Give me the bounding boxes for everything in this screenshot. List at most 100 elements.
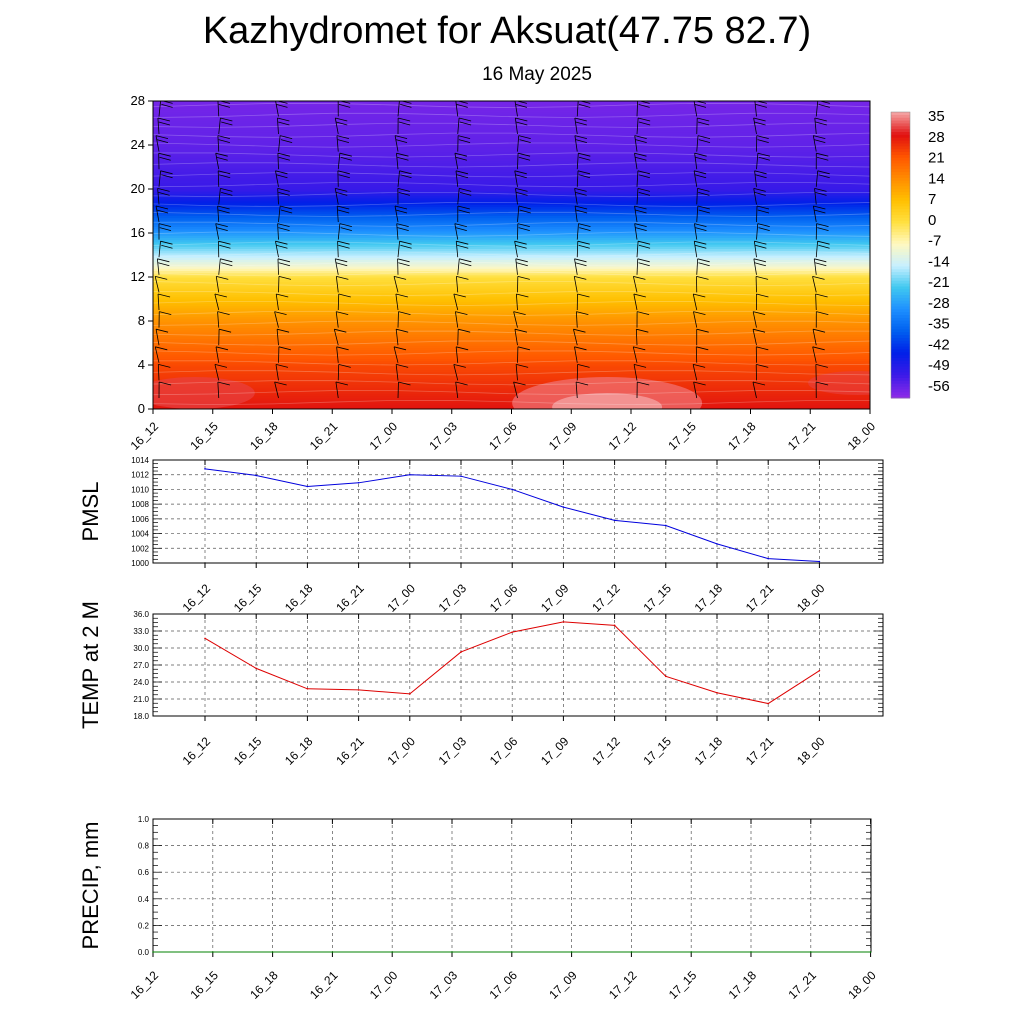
wind-barb-flag: [400, 244, 412, 249]
wind-barb-flag: [515, 188, 528, 192]
x-tick-label: 16_12: [128, 968, 162, 1002]
y-tick-label: 0.4: [138, 895, 150, 904]
wind-barb-staff: [636, 188, 639, 205]
colorbar-segment: [891, 249, 910, 253]
heatmap-fill: [153, 101, 870, 409]
colorbar-segment: [891, 292, 910, 296]
heatmap-band: [153, 259, 870, 263]
wind-barb-flag: [817, 240, 830, 245]
wind-barb-flag: [400, 101, 412, 104]
heatmap-band: [153, 263, 870, 267]
heatmap-band: [153, 193, 870, 197]
heatmap-band: [153, 189, 870, 192]
colorbar-label: -49: [928, 357, 950, 374]
wind-barb-flag: [516, 293, 529, 298]
contour-line: [153, 182, 870, 188]
wind-barb-flag: [399, 240, 412, 245]
contour-line: [153, 192, 870, 198]
wind-barb-flag: [637, 258, 650, 263]
wind-barb-flag: [455, 381, 468, 386]
wind-barb-staff: [574, 258, 578, 275]
wind-barb-flag: [340, 156, 352, 161]
wind-barb-staff: [636, 117, 639, 135]
wind-barb-flag: [396, 364, 409, 368]
heatmap-band: [153, 116, 870, 120]
colorbar-label: -35: [928, 316, 950, 333]
wind-barb-flag: [815, 364, 828, 368]
wind-barb-flag: [220, 117, 233, 122]
data-point: [357, 689, 360, 691]
data-point: [460, 651, 462, 653]
colorbar-segment: [891, 212, 910, 216]
wind-barb-staff: [812, 205, 817, 223]
temperature-colorbar: 35 28 21 14 7 0 -7 -14 -21 -28 -35 -42 -49 -56: [890, 108, 950, 399]
heatmap-band: [153, 184, 870, 188]
colorbar-segment: [891, 260, 910, 265]
x-tick-label: 16_21: [307, 419, 341, 453]
colorbar-segment: [891, 180, 910, 184]
x-tick-label: 17_09: [546, 968, 580, 1002]
x-tick-label: 16_15: [231, 581, 265, 615]
heatmap-band: [153, 208, 870, 212]
colorbar-segment: [891, 295, 910, 299]
x-tick-label: 17_03: [426, 419, 460, 453]
wind-barb-flag: [221, 262, 233, 267]
wind-barb-flag: [877, 175, 888, 178]
wind-barb-flag: [335, 381, 349, 386]
wind-barb-flag: [634, 135, 647, 139]
wind-barb-staff: [155, 205, 160, 223]
data-point: [562, 506, 565, 508]
wind-barb-staff: [397, 170, 400, 187]
wind-barb-staff: [514, 241, 518, 258]
wind-barb-flag: [159, 311, 172, 315]
heatmap-band: [153, 195, 870, 199]
x-tick-label: 17_03: [436, 734, 470, 768]
data-point: [613, 624, 616, 627]
wind-barb-staff: [813, 258, 817, 275]
heatmap-band: [153, 395, 870, 399]
x-tick-label: 17_18: [725, 419, 759, 453]
wind-barb-flag: [876, 171, 888, 174]
data-point: [570, 951, 573, 953]
heatmap-band: [153, 305, 870, 309]
wind-barb-flag: [280, 135, 293, 139]
heatmap-band: [153, 274, 870, 278]
colorbar-segment: [891, 337, 910, 342]
wind-barb-staff: [752, 381, 757, 399]
heatmap-band: [153, 272, 870, 276]
heatmap-band: [153, 167, 870, 170]
contour-line: [153, 251, 870, 257]
wind-barb-staff: [752, 311, 757, 328]
wind-barb-flag: [158, 121, 171, 126]
wind-barb-flag: [877, 259, 889, 262]
wind-barb-staff: [574, 135, 578, 152]
wind-barb-flag: [339, 223, 352, 227]
wind-barb-flag: [815, 262, 827, 267]
heatmap-band: [153, 235, 870, 238]
wind-barb-flag: [638, 121, 651, 126]
data-point: [255, 667, 257, 670]
wind-barb-flag: [155, 328, 169, 333]
heatmap-band: [153, 354, 870, 357]
colorbar-segment: [891, 389, 910, 393]
wind-barb-flag: [579, 227, 591, 231]
wind-barb-staff: [873, 276, 876, 292]
heatmap-band: [153, 149, 870, 153]
wind-barb-flag: [874, 228, 885, 231]
heatmap-band: [153, 343, 870, 346]
x-tick-label: 17_06: [486, 419, 520, 453]
wind-barb-staff: [872, 364, 876, 380]
wind-barb-staff: [456, 276, 459, 293]
x-tick-label: 17_21: [743, 734, 777, 768]
wind-barb-staff: [815, 170, 819, 187]
contour-line: [153, 202, 870, 208]
heatmap-band: [153, 129, 870, 133]
wind-barb-flag: [278, 121, 290, 126]
wind-barb-flag: [218, 328, 232, 333]
wind-barb-flag: [875, 382, 887, 385]
wind-barb-flag: [515, 117, 528, 122]
wind-barb-flag: [454, 223, 467, 227]
wind-barb-staff: [696, 188, 698, 205]
wind-barb-flag: [634, 205, 647, 210]
wind-barb-staff: [218, 258, 221, 275]
